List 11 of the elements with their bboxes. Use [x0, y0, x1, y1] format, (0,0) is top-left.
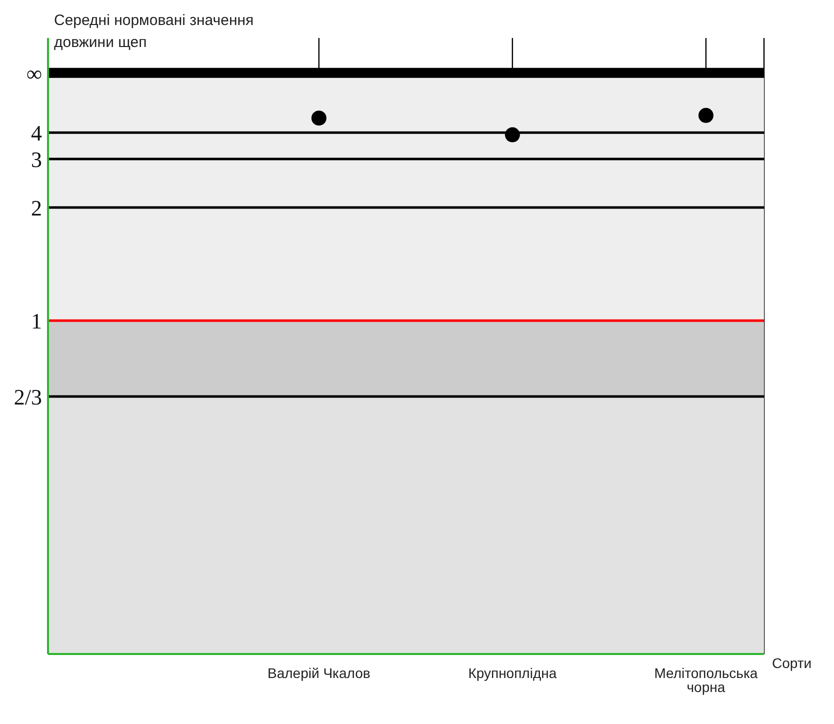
x-tick-label: Мелітопольська чорна	[654, 664, 758, 695]
text: 2	[31, 196, 42, 221]
x-axis-title: Сорти	[772, 654, 812, 671]
y-axis-title: Середні нормовані значення довжини щеп	[54, 11, 255, 53]
text: 4	[31, 120, 42, 146]
text: 3	[31, 147, 42, 172]
x-tick-label: Валерій Чкалов	[268, 664, 370, 681]
text: 1	[31, 308, 42, 334]
text: ∞	[26, 60, 42, 86]
text: 2/3	[14, 384, 42, 410]
x-tick-label: Крупноплідна	[468, 664, 557, 681]
